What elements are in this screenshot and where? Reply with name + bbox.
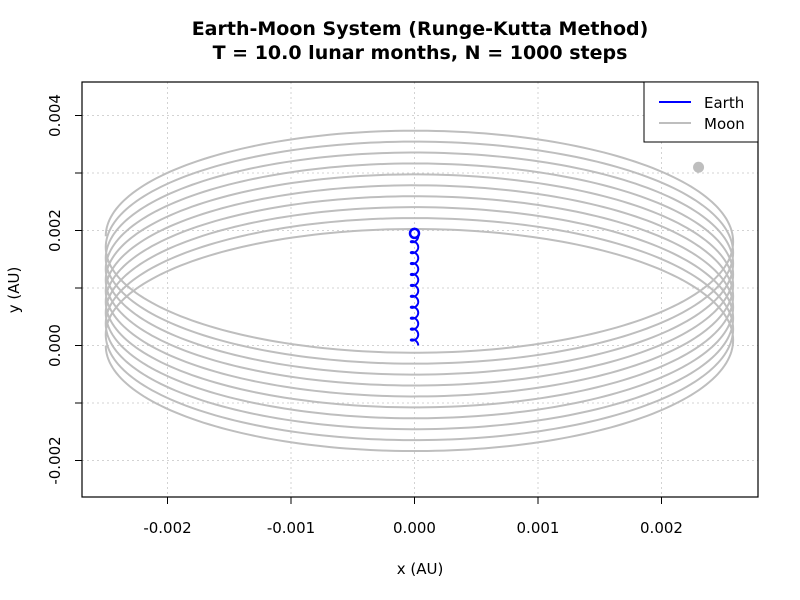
x-axis-label: x (AU): [397, 560, 444, 578]
earth-path: [409, 236, 420, 346]
x-axis: -0.002 -0.001 0.000 0.001 0.002: [143, 496, 683, 537]
moon-path: [104, 129, 735, 453]
legend: Earth Moon: [643, 81, 759, 143]
legend-earth-label: Earth: [704, 94, 744, 112]
earth-end-point: [408, 227, 421, 240]
moon-end-point: [693, 161, 705, 173]
y-axis-label: y (AU): [5, 267, 23, 314]
legend-box: [643, 81, 759, 143]
legend-moon-label: Moon: [704, 115, 745, 133]
grid: [82, 82, 758, 497]
y-tick-label: -0.002: [46, 436, 64, 484]
plot-frame: [81, 81, 759, 498]
y-axis: -0.002 0.000 0.002 0.004: [46, 94, 83, 485]
x-tick-label: 0.001: [517, 519, 560, 537]
chart-title: Earth-Moon System (Runge-Kutta Method): [192, 18, 649, 40]
moon-orbit: [104, 129, 735, 453]
y-tick-label: 0.002: [46, 209, 64, 252]
chart-subtitle: T = 10.0 lunar months, N = 1000 steps: [213, 42, 628, 64]
x-tick-label: -0.001: [267, 519, 315, 537]
x-tick-label: 0.002: [640, 519, 683, 537]
y-tick-label: 0.004: [46, 94, 64, 137]
y-tick-label: 0.000: [46, 324, 64, 367]
earth-orbit: [408, 227, 421, 346]
x-tick-label: -0.002: [143, 519, 191, 537]
x-tick-label: 0.000: [393, 519, 436, 537]
